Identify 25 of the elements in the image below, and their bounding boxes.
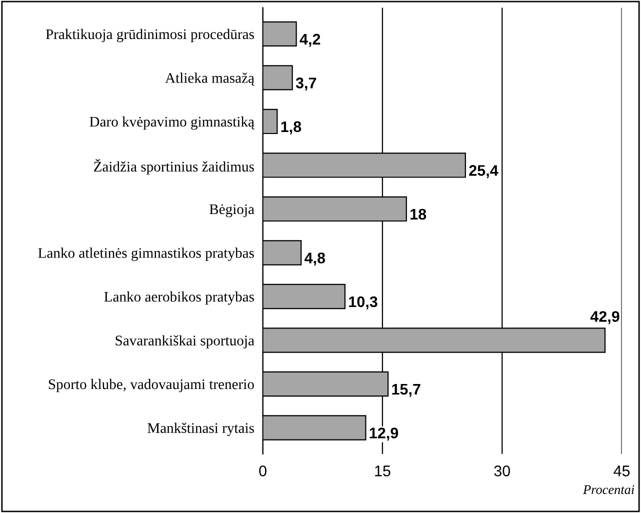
x-axis-title: Procentai — [582, 485, 634, 494]
y-tick-label: Atlieka masažą — [165, 72, 255, 86]
y-tick-label: Lanko atletinės gimnastikos pratybas — [38, 248, 254, 261]
data-label: 18 — [410, 208, 426, 220]
data-label: 4,2 — [300, 34, 320, 47]
data-label: 12,9 — [370, 428, 398, 441]
x-tick-label: 45 — [614, 466, 630, 476]
y-tick-label: Žaidžia sportinius žaidimus — [94, 158, 254, 175]
y-tick-label: Savarankiškai sportuoja — [116, 335, 254, 348]
y-tick-label: Daro kvėpavimo gimnastiką — [90, 116, 255, 130]
data-label: 15,7 — [392, 384, 420, 397]
y-tick-label: Sporto klube, vadovaujami trenerio — [48, 378, 254, 392]
data-label: 4,8 — [304, 252, 326, 266]
x-tick-label: 30 — [494, 466, 510, 476]
data-label: 25,4 — [469, 165, 498, 178]
data-label: 1,8 — [281, 121, 302, 134]
data-label: 3,7 — [296, 78, 316, 91]
data-label: 10,3 — [349, 296, 378, 310]
y-tick-label: Mankštinasi rytais — [148, 422, 254, 436]
x-tick-label: 15 — [375, 466, 390, 476]
y-tick-label: Lanko aerobikos pratybas — [104, 291, 254, 305]
y-tick-label: Praktikuoja grūdinimosi procedūras — [46, 28, 254, 42]
y-tick-label: Bėgioja — [210, 204, 254, 218]
data-label: 42,9 — [590, 311, 620, 324]
x-tick-label: 0 — [259, 466, 266, 476]
